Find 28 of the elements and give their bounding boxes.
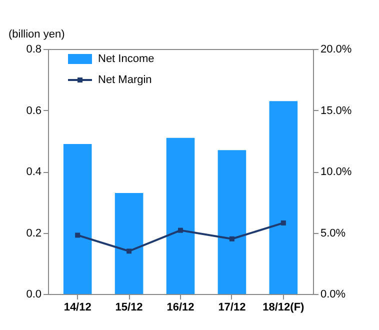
bar	[166, 138, 195, 294]
y-tick-label: 0.6	[26, 104, 42, 117]
point	[280, 220, 286, 226]
x-tick-label: 14/12	[64, 302, 92, 314]
y-tick-label: 0.0	[26, 288, 42, 300]
x-tick-label: 16/12	[166, 302, 194, 314]
legend-label: Net Margin	[98, 74, 152, 86]
y2-tick-label: 5.0%	[320, 227, 346, 240]
y-tick-label: 0.2	[26, 227, 42, 240]
point	[75, 232, 80, 238]
y2-tick-label: 10.0%	[320, 166, 352, 178]
point	[229, 236, 234, 242]
y2-tick-label: 0.0%	[320, 288, 346, 300]
bar	[114, 192, 144, 294]
y2-tick-label: 15.0%	[320, 104, 352, 117]
bar	[218, 150, 246, 294]
y2-tick-label: 20.0%	[320, 44, 352, 56]
y-axis-title: (billion yen)	[8, 28, 65, 40]
legend-label: Net Income	[98, 53, 154, 65]
bar	[63, 144, 92, 294]
x-tick-label: 15/12	[115, 302, 143, 314]
point	[126, 248, 132, 254]
x-tick-label: 18/12(F)	[262, 302, 305, 314]
x-tick-label: 17/12	[218, 302, 246, 314]
point	[178, 228, 183, 233]
bar	[269, 101, 298, 294]
y-tick-label: 0.8	[26, 44, 42, 56]
y-tick-label: 0.4	[26, 166, 42, 178]
